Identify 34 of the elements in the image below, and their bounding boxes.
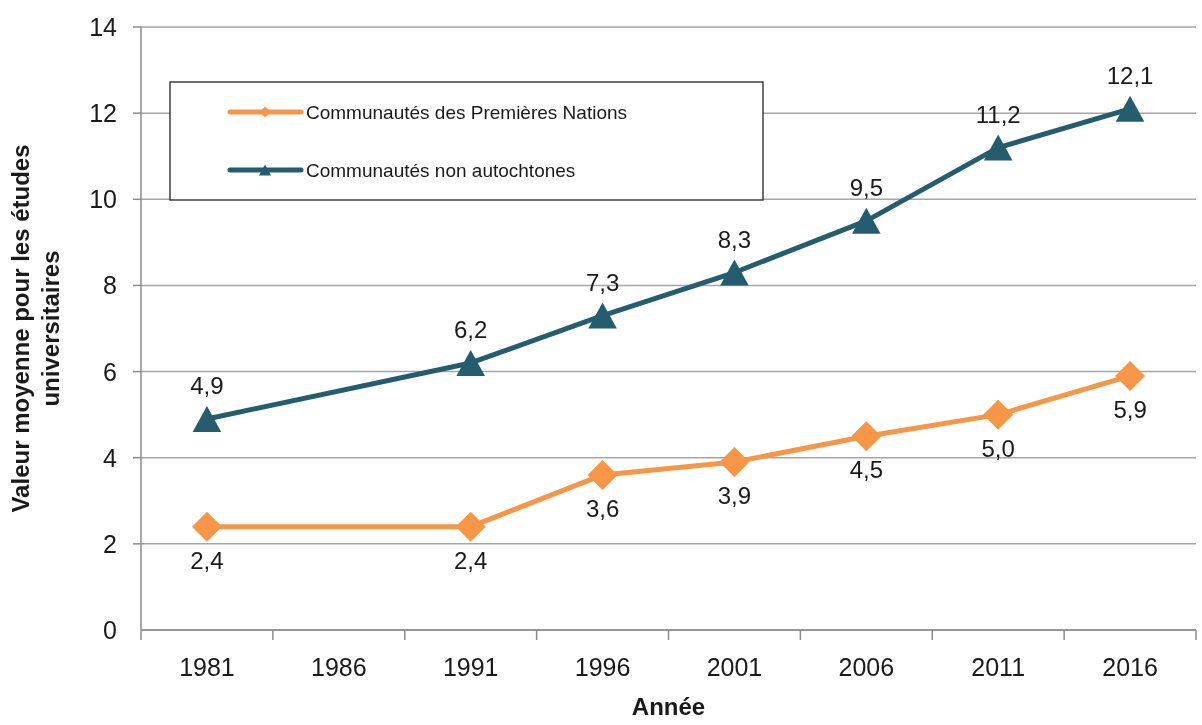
y-tick-label: 12 bbox=[89, 99, 117, 128]
data-label: 12,1 bbox=[1106, 61, 1154, 89]
x-tick-label: 2016 bbox=[1102, 653, 1158, 681]
y-tick-label: 14 bbox=[89, 13, 118, 41]
y-tick-label: 6 bbox=[103, 357, 117, 386]
data-label: 6,2 bbox=[454, 315, 488, 343]
x-tick-label: 1981 bbox=[179, 653, 235, 681]
x-tick-label: 1986 bbox=[311, 653, 367, 681]
data-label: 3,9 bbox=[717, 482, 752, 510]
data-label: 5,9 bbox=[1113, 395, 1147, 423]
legend-label: Communautés des Premières Nations bbox=[306, 102, 628, 123]
legend-label: Communautés non autochtones bbox=[306, 160, 576, 181]
data-label: 2,4 bbox=[190, 546, 224, 574]
y-tick-label: 8 bbox=[103, 271, 117, 300]
data-label: 4,5 bbox=[849, 456, 883, 484]
x-axis-title: Année bbox=[631, 693, 706, 720]
x-tick-label: 1991 bbox=[442, 653, 499, 681]
data-label: 4,9 bbox=[190, 371, 224, 399]
y-axis-title: Valeur moyenne pour les études universitaires bbox=[7, 144, 64, 513]
x-tick-label: 2006 bbox=[838, 653, 895, 681]
y-tick-label: 2 bbox=[103, 529, 117, 558]
data-label: 7,3 bbox=[585, 268, 620, 296]
data-label: 2,4 bbox=[454, 546, 488, 574]
data-label: 9,5 bbox=[849, 173, 883, 201]
data-label: 5,0 bbox=[981, 434, 1015, 462]
data-label: 3,6 bbox=[585, 494, 620, 522]
x-tick-label: 2001 bbox=[706, 653, 763, 681]
data-label: 11,2 bbox=[975, 100, 1021, 128]
y-tick-label: 4 bbox=[103, 443, 118, 472]
x-tick-label: 2011 bbox=[971, 653, 1026, 681]
x-tick-label: 1996 bbox=[574, 653, 631, 681]
y-tick-label: 0 bbox=[103, 616, 117, 644]
data-label: 8,3 bbox=[717, 225, 752, 253]
y-tick-label: 10 bbox=[89, 185, 117, 214]
